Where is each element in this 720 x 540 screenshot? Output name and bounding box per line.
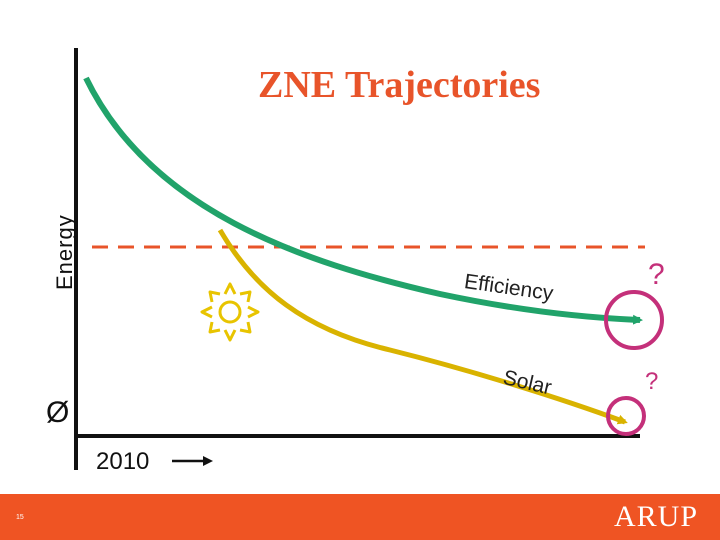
sun-icon bbox=[200, 282, 260, 342]
solar-endpoint-circle bbox=[606, 396, 646, 436]
footer-bar bbox=[0, 494, 720, 540]
solar-question-mark: ? bbox=[645, 368, 659, 395]
page-number: 15 bbox=[16, 514, 24, 521]
slide-title: ZNE Trajectories bbox=[258, 64, 541, 106]
efficiency-curve bbox=[83, 76, 643, 325]
efficiency-question-mark: ? bbox=[648, 258, 665, 291]
y-axis-label: Energy bbox=[52, 214, 77, 290]
solar-curve bbox=[217, 228, 628, 425]
start-year-label: 2010 bbox=[96, 448, 150, 475]
efficiency-endpoint-circle bbox=[604, 290, 664, 350]
zero-label: Ø bbox=[46, 396, 70, 429]
arup-logo: ARUP bbox=[614, 500, 699, 533]
